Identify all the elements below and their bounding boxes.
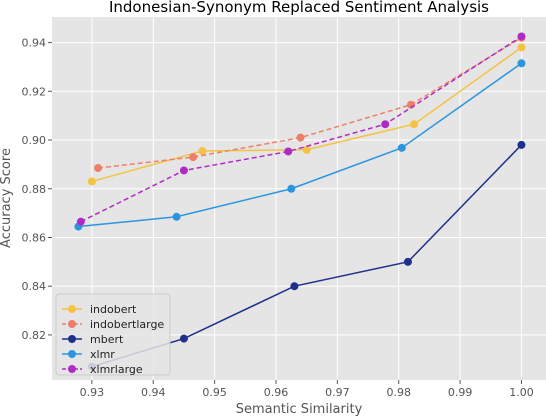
x-tick-label: 0.98 <box>386 386 411 399</box>
series-xlmrlarge <box>76 32 526 226</box>
x-tick-label: 1.00 <box>509 386 534 399</box>
data-point <box>517 59 526 68</box>
data-point <box>381 120 390 129</box>
data-point <box>517 140 526 149</box>
tick-labels: 0.93 0.94 0.95 0.96 0.97 0.98 0.99 1.00 0.82 0.84… <box>22 37 534 399</box>
data-point <box>403 257 412 266</box>
y-tick-label: 0.94 <box>22 37 47 50</box>
y-tick-label: 0.90 <box>22 134 47 147</box>
x-tick-label: 0.93 <box>80 386 105 399</box>
data-point <box>290 282 299 291</box>
data-point <box>296 133 305 142</box>
data-point <box>517 32 526 41</box>
y-axis-label: Accuracy Score <box>0 148 14 248</box>
series-indobert <box>87 43 526 186</box>
legend-label: xlmr <box>90 348 115 361</box>
series-line-xlmrlarge <box>80 35 522 223</box>
data-point <box>179 166 188 175</box>
data-point <box>284 147 293 156</box>
legend-item-indobertlarge: indobertlarge <box>62 318 164 331</box>
legend-marker <box>68 320 76 328</box>
legend-item-xlmr: xlmr <box>62 348 115 361</box>
legend-marker <box>68 350 76 358</box>
data-point <box>76 217 85 226</box>
data-point <box>517 43 526 52</box>
data-point <box>94 164 103 173</box>
legend-label: indobert <box>90 303 137 316</box>
data-point <box>410 120 419 129</box>
x-tick-label: 0.97 <box>325 386 350 399</box>
data-point <box>179 334 188 343</box>
legend-item-xlmrlarge: xlmrlarge <box>62 363 143 376</box>
legend: indobert indobertlarge mbert xlmr xlmrlarge <box>55 293 171 376</box>
legend-marker <box>68 335 76 343</box>
x-axis-label: Semantic Similarity <box>236 402 363 416</box>
y-tick-label: 0.82 <box>22 329 47 342</box>
legend-label: mbert <box>90 333 124 346</box>
x-tick-label: 0.96 <box>264 386 289 399</box>
x-tick-label: 0.95 <box>202 386 227 399</box>
legend-label: xlmrlarge <box>90 363 143 376</box>
series-indobertlarge <box>94 33 526 173</box>
data-point <box>198 146 207 155</box>
data-point <box>302 145 311 154</box>
y-tick-label: 0.84 <box>22 280 47 293</box>
legend-item-mbert: mbert <box>62 333 124 346</box>
legend-label: indobertlarge <box>90 318 164 331</box>
y-tick-label: 0.88 <box>22 183 47 196</box>
y-tick-label: 0.86 <box>22 231 47 244</box>
data-point <box>87 177 96 186</box>
data-point <box>287 184 296 193</box>
legend-marker <box>68 365 76 373</box>
legend-item-indobert: indobert <box>62 303 137 316</box>
data-point <box>172 212 181 221</box>
data-point <box>189 153 198 162</box>
x-tick-label: 0.94 <box>141 386 166 399</box>
chart-title: Indonesian-Synonym Replaced Sentiment An… <box>109 0 489 16</box>
legend-box <box>55 293 171 376</box>
data-point <box>397 143 406 152</box>
y-tick-label: 0.92 <box>22 85 47 98</box>
legend-marker <box>68 305 76 313</box>
x-tick-label: 0.99 <box>448 386 473 399</box>
